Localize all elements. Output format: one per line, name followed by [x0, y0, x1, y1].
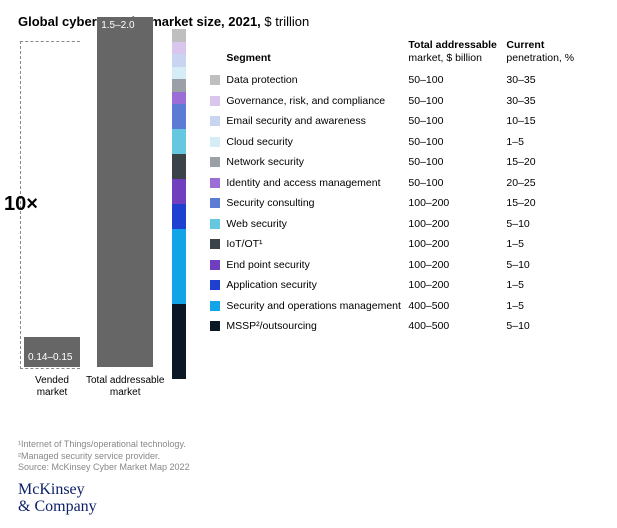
vended-value: 0.14–0.15: [28, 353, 73, 363]
color-swatch: [210, 301, 220, 311]
segment-penetration: 1–5: [506, 279, 576, 291]
header-penetration: Current penetration, %: [506, 39, 576, 64]
segment-label: Network security: [226, 156, 408, 168]
segment-penetration: 1–5: [506, 238, 576, 250]
color-swatch: [210, 219, 220, 229]
table-row: MSSP²/outsourcing400–5005–10: [210, 316, 599, 337]
main-content: 10× 0.14–0.15 Vendedmarket 1.5–2.0 Total…: [18, 39, 599, 399]
table-row: Network security50–10015–20: [210, 152, 599, 173]
segment-penetration: 1–5: [506, 300, 576, 312]
segment-penetration: 5–10: [506, 218, 576, 230]
segment-tam: 100–200: [408, 197, 506, 209]
segment-penetration: 20–25: [506, 177, 576, 189]
total-bar: 1.5–2.0: [97, 17, 153, 367]
footnotes: ¹Internet of Things/operational technolo…: [18, 439, 599, 474]
table-row: Web security100–2005–10: [210, 214, 599, 235]
segment-label: MSSP²/outsourcing: [226, 320, 408, 332]
table-row: IoT/OT¹100–2001–5: [210, 234, 599, 255]
stack-segment: [172, 229, 186, 304]
table-body: Data protection50–10030–35Governance, ri…: [210, 70, 599, 337]
segment-tam: 50–100: [408, 177, 506, 189]
stack-segment: [172, 67, 186, 80]
stack-segment: [172, 304, 186, 379]
table-row: Email security and awareness50–10010–15: [210, 111, 599, 132]
table-header: Segment Total addressable market, $ bill…: [210, 39, 599, 70]
stack-column: [170, 19, 186, 399]
segment-tam: 50–100: [408, 136, 506, 148]
color-swatch: [210, 137, 220, 147]
bar-chart: 10× 0.14–0.15 Vendedmarket 1.5–2.0 Total…: [18, 39, 192, 399]
color-swatch: [210, 116, 220, 126]
segment-label: Identity and access management: [226, 177, 408, 189]
table-row: End point security100–2005–10: [210, 255, 599, 276]
segment-penetration: 1–5: [506, 136, 576, 148]
segment-tam: 50–100: [408, 115, 506, 127]
stack-segment: [172, 79, 186, 92]
segment-label: Governance, risk, and compliance: [226, 95, 408, 107]
vended-bar: 0.14–0.15: [24, 337, 80, 367]
table-row: Identity and access management50–10020–2…: [210, 173, 599, 194]
segment-penetration: 30–35: [506, 95, 576, 107]
table-row: Security and operations management400–50…: [210, 296, 599, 317]
header-tam: Total addressable market, $ billion: [408, 39, 506, 64]
stack-segment: [172, 204, 186, 229]
table-row: Governance, risk, and compliance50–10030…: [210, 91, 599, 112]
stack-segment: [172, 42, 186, 55]
segment-stack: [172, 29, 186, 379]
segment-penetration: 30–35: [506, 74, 576, 86]
table-row: Security consulting100–20015–20: [210, 193, 599, 214]
color-swatch: [210, 96, 220, 106]
total-value: 1.5–2.0: [101, 21, 134, 31]
segment-tam: 100–200: [408, 238, 506, 250]
title-unit: $ trillion: [261, 14, 309, 29]
segment-tam: 100–200: [408, 259, 506, 271]
segment-tam: 50–100: [408, 74, 506, 86]
stack-segment: [172, 129, 186, 154]
color-swatch: [210, 260, 220, 270]
color-swatch: [210, 280, 220, 290]
segment-penetration: 15–20: [506, 197, 576, 209]
stack-segment: [172, 179, 186, 204]
stack-segment: [172, 54, 186, 67]
total-column: 1.5–2.0 Total addressablemarket: [86, 7, 164, 399]
multiplier-label: 10×: [8, 39, 34, 369]
table-row: Data protection50–10030–35: [210, 70, 599, 91]
color-swatch: [210, 239, 220, 249]
color-swatch: [210, 75, 220, 85]
header-segment: Segment: [210, 52, 408, 65]
stack-segment: [172, 104, 186, 129]
segments-table: Segment Total addressable market, $ bill…: [210, 39, 599, 337]
segment-tam: 50–100: [408, 95, 506, 107]
segment-tam: 50–100: [408, 156, 506, 168]
table-row: Cloud security50–1001–5: [210, 132, 599, 153]
vended-caption: Vendedmarket: [35, 375, 69, 399]
stack-segment: [172, 154, 186, 179]
segment-penetration: 10–15: [506, 115, 576, 127]
stack-segment: [172, 29, 186, 42]
segment-label: End point security: [226, 259, 408, 271]
segment-label: Security and operations management: [226, 300, 408, 312]
segment-penetration: 5–10: [506, 259, 576, 271]
color-swatch: [210, 178, 220, 188]
segment-label: Cloud security: [226, 136, 408, 148]
segment-tam: 400–500: [408, 320, 506, 332]
segment-tam: 400–500: [408, 300, 506, 312]
mckinsey-logo: McKinsey & Company: [18, 482, 599, 516]
segment-label: Web security: [226, 218, 408, 230]
segment-tam: 100–200: [408, 218, 506, 230]
segment-label: Email security and awareness: [226, 115, 408, 127]
segment-label: Application security: [226, 279, 408, 291]
color-swatch: [210, 321, 220, 331]
total-caption: Total addressablemarket: [86, 375, 164, 399]
segment-label: Security consulting: [226, 197, 408, 209]
segment-tam: 100–200: [408, 279, 506, 291]
segment-penetration: 15–20: [506, 156, 576, 168]
stack-segment: [172, 92, 186, 105]
segment-label: IoT/OT¹: [226, 238, 408, 250]
segment-penetration: 5–10: [506, 320, 576, 332]
color-swatch: [210, 157, 220, 167]
color-swatch: [210, 198, 220, 208]
segment-label: Data protection: [226, 74, 408, 86]
table-row: Application security100–2001–5: [210, 275, 599, 296]
